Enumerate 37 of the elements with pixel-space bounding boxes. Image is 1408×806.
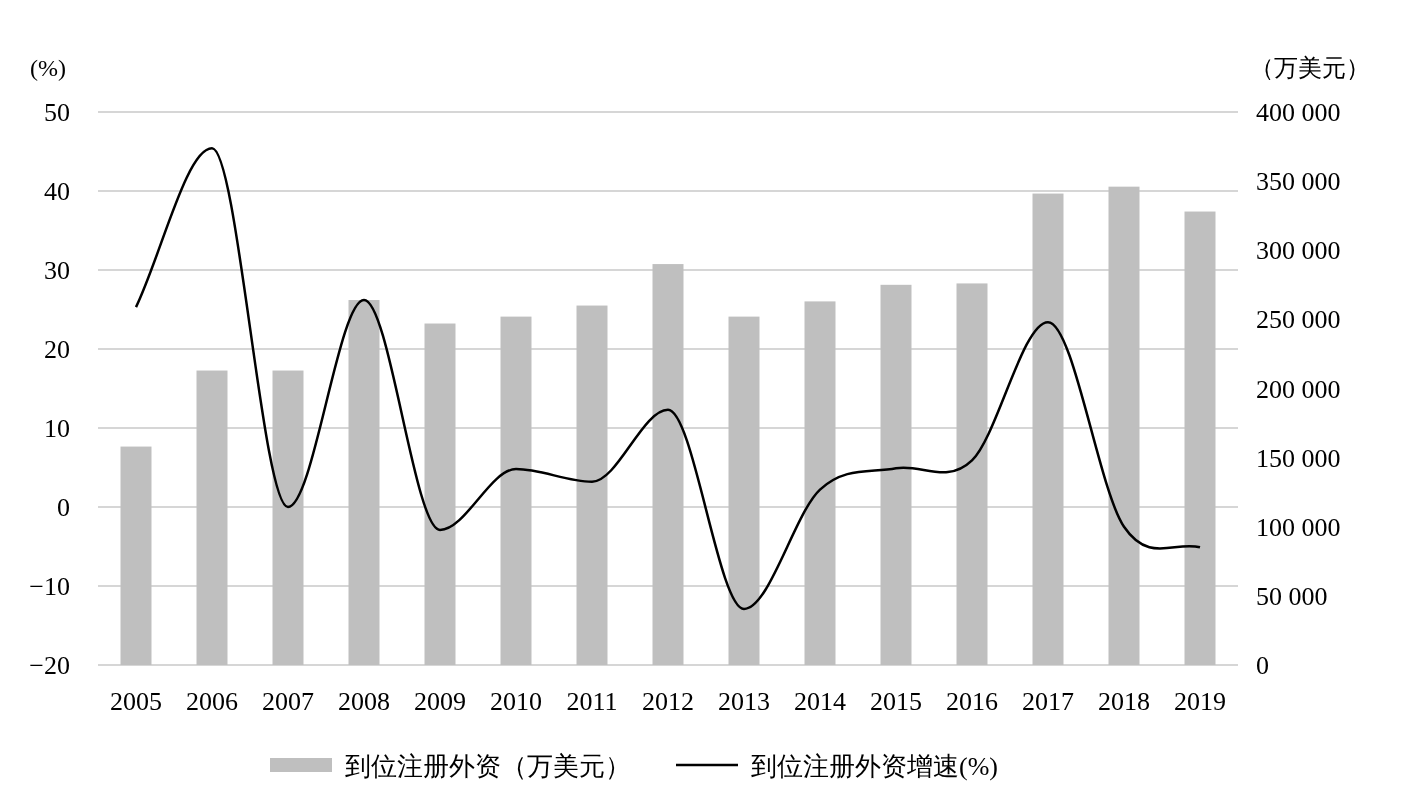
x-tick-label: 2015 (870, 687, 922, 716)
line-series (134, 147, 1202, 611)
y-tick-label: 0 (57, 493, 70, 522)
x-tick-label: 2011 (566, 687, 618, 716)
y2-tick-label: 250 000 (1256, 305, 1341, 335)
legend-label: 到位注册外资（万美元） (345, 752, 631, 781)
y2-tick-label: 350 000 (1256, 167, 1341, 197)
y-tick-label: 10 (44, 414, 70, 443)
y-tick-label: −20 (29, 651, 70, 680)
x-tick-label: 2016 (946, 687, 998, 716)
y-tick-label: 30 (44, 256, 70, 285)
x-tick-label: 2018 (1098, 687, 1150, 716)
x-tick-label: 2019 (1174, 687, 1226, 716)
y2-tick-label: 50 000 (1256, 581, 1328, 611)
y2-tick-label: 150 000 (1256, 443, 1341, 473)
x-tick-label: 2006 (186, 687, 238, 716)
y2-tick-label: 300 000 (1256, 236, 1341, 266)
y2-tick-label: 100 000 (1256, 512, 1341, 542)
x-tick-label: 2008 (338, 687, 390, 716)
y2-tick-label: 200 000 (1256, 374, 1341, 404)
y2-tick-label: 0 (1256, 651, 1269, 680)
x-tick-label: 2014 (794, 687, 846, 716)
y2-axis-title: （万美元） (1250, 55, 1370, 81)
x-tick-label: 2005 (110, 687, 162, 716)
x-tick-label: 2013 (718, 687, 770, 716)
x-tick-label: 2010 (490, 687, 542, 716)
y-tick-label: −10 (29, 572, 70, 601)
x-tick-label: 2009 (414, 687, 466, 716)
x-tick-label: 2017 (1022, 687, 1074, 716)
y2-tick-label: 400 000 (1256, 98, 1341, 127)
y-tick-label: 20 (44, 335, 70, 364)
y-tick-label: 40 (44, 177, 70, 206)
x-tick-label: 2007 (262, 687, 314, 716)
y-axis-title: (%) (30, 55, 66, 81)
x-tick-label: 2012 (642, 687, 694, 716)
y-tick-label: 50 (44, 98, 70, 127)
legend-label: 到位注册外资增速(%) (751, 752, 998, 781)
